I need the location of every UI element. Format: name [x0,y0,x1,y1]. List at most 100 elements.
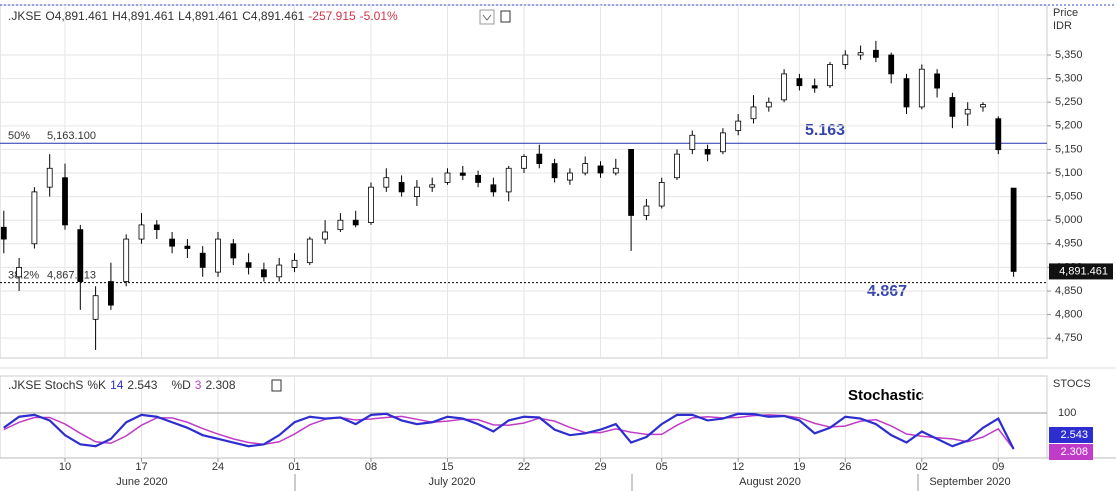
candle-body [628,149,634,216]
stoch-line [3,412,1015,450]
x-tick-label: 24 [212,461,224,473]
ohlc-item: L4,891.461 [178,9,238,23]
stoch-y-label: STOCS [1053,378,1091,390]
candle-body [674,153,680,179]
candle-body [949,97,956,117]
candle-body [873,49,879,58]
candle-body [521,156,527,169]
candle-body [16,266,23,278]
month-label: August 2020 [739,476,801,488]
ohlc-value: 4,891.461 [184,9,239,23]
candle-body [658,182,665,207]
x-tick-label: 02 [916,461,928,473]
month-label: September 2020 [929,476,1010,488]
candle-body [352,219,359,226]
candle-body [827,64,833,87]
month-label: June 2020 [116,476,167,488]
candle-body [368,186,374,223]
value-box-label: 2.308 [1060,446,1088,458]
candle-body [704,149,711,155]
candle-body [169,238,176,247]
ohlc-value: 4,891.461 [54,9,109,23]
x-tick-label: 12 [732,461,744,473]
candle-body [199,252,206,268]
candle-body [536,153,543,164]
candle-body [444,172,451,183]
candle-body [643,205,650,216]
candle-body [46,167,53,188]
ohlc-label: C [242,9,251,23]
candle-body [108,281,114,306]
x-tick-label: 26 [839,461,851,473]
value-box-label: 2.543 [1060,429,1088,441]
candle-body [92,295,99,320]
candle-body [475,174,482,183]
ohlc-value: 4,891.461 [250,9,305,23]
candle-body [459,172,466,176]
y-unit: IDR [1053,20,1072,32]
candle-body [980,104,986,108]
y-tick-label: 5,300 [1055,73,1083,85]
level-value: 5,163.100 [47,130,96,142]
y-tick-label: 5,050 [1055,191,1083,203]
candle-body [123,238,130,282]
y-tick-label: 5,150 [1055,143,1083,155]
candle-body [62,177,68,226]
candle-body [398,182,405,193]
candle-body [260,269,267,278]
y-tick-label: 4,850 [1055,285,1083,297]
y-tick-label: 4,750 [1055,332,1083,344]
legend-name: %K [87,378,107,392]
level-label: 50% [8,130,30,142]
trash-icon[interactable] [271,379,282,392]
candle-body [567,172,573,181]
legend-period: 3 [194,378,202,392]
x-tick-label: 17 [135,461,147,473]
legend-period: 14 [110,378,124,392]
candle-body [796,78,803,87]
candle-body [337,219,344,231]
ohlc-label: O [45,9,55,23]
x-tick-label: 19 [793,461,805,473]
candle-body [551,163,558,179]
candle-body [383,177,390,188]
value-box [1049,444,1093,460]
month-label: July 2020 [428,476,475,488]
candle-body [689,134,696,150]
candle-body [918,68,925,108]
candle-body [245,262,252,268]
stoch-title: .JKSE StochS [8,378,84,392]
dropdown-button[interactable] [479,9,495,25]
value-box [1049,427,1093,443]
candle-body [276,264,283,278]
candle-body [934,73,940,89]
legend-name: %D [171,378,191,392]
candle-body [765,101,772,108]
candle-body [842,54,849,65]
ohlc-label: H [112,9,121,23]
ohlc-item: C4,891.461 [242,9,304,23]
candle-body [781,73,787,101]
level-value: 4,867.713 [47,270,96,282]
y-tick-label: 4,950 [1055,238,1083,250]
stoch-annotation: Stochastic [848,387,924,404]
y-tick-label: 5,350 [1055,49,1083,61]
candle-body [735,120,742,131]
candle-body [964,108,971,115]
y-tick-label: 5,250 [1055,96,1083,108]
candle-body [811,85,818,89]
candle-body [322,231,329,240]
candle-body [612,167,619,174]
candle-body [1010,187,1017,272]
trash-icon[interactable] [500,10,511,23]
x-tick-label: 05 [656,461,668,473]
last-price-box [1049,263,1113,280]
level-annotation: 5.163 [805,122,845,139]
candle-body [31,191,38,245]
x-tick-label: 08 [365,461,377,473]
candle-body [306,238,313,264]
y-tick-label: 100 [1058,407,1076,419]
level-label: 38.2% [8,270,39,282]
